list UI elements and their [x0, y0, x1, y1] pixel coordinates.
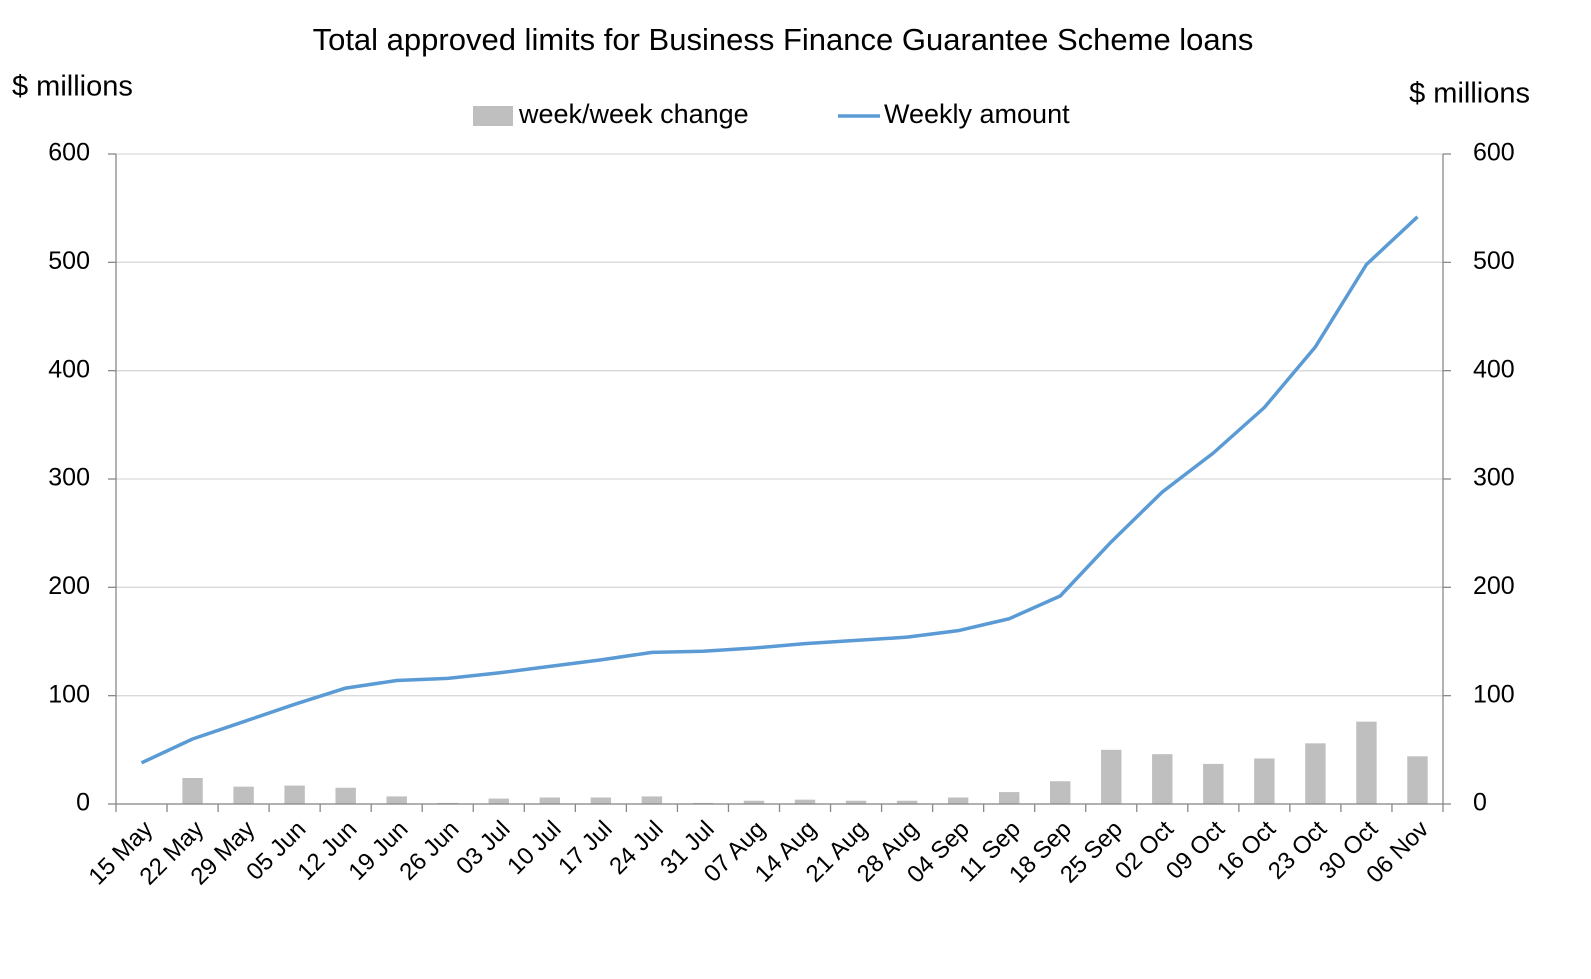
y2-tick-label: 200	[1473, 572, 1515, 600]
x-tick-label: 24 Jul	[604, 816, 668, 880]
y-tick-label: 0	[76, 789, 90, 817]
bar	[284, 785, 305, 804]
y-tick-label: 400	[48, 355, 90, 383]
bar	[335, 787, 356, 804]
bar	[896, 800, 918, 804]
y2-tick-label: 400	[1473, 355, 1515, 383]
bar	[641, 796, 663, 804]
legend-label: Weekly amount	[884, 99, 1070, 129]
y-tick-label: 600	[48, 139, 90, 167]
x-tick-label: 17 Jul	[553, 816, 617, 880]
y-tick-label: 500	[48, 247, 90, 275]
y2-tick-label: 0	[1473, 789, 1487, 817]
bar	[743, 800, 765, 804]
bar	[1152, 754, 1173, 804]
bar	[1050, 781, 1071, 804]
y2-tick-label: 500	[1473, 247, 1515, 275]
y-tick-label: 100	[48, 680, 90, 708]
line	[140, 215, 1419, 765]
bar	[794, 799, 816, 804]
x-tick-label: 10 Jul	[502, 816, 566, 880]
bar	[386, 796, 407, 804]
bar	[998, 792, 1020, 804]
bar	[233, 786, 254, 804]
y2-tick-label: 600	[1473, 139, 1515, 167]
bar	[1203, 763, 1224, 804]
bar	[1254, 758, 1275, 804]
y2-tick-label: 100	[1473, 680, 1515, 708]
bar	[488, 798, 509, 804]
bar	[845, 800, 867, 804]
bar	[182, 778, 203, 804]
x-tick-label: 03 Jul	[451, 816, 515, 880]
legend-label: week/week change	[518, 99, 749, 129]
bar	[590, 797, 612, 804]
bar	[539, 797, 561, 804]
chart-title: Total approved limits for Business Finan…	[313, 22, 1254, 57]
y-tick-label: 200	[48, 572, 90, 600]
x-tick-label: 26 Jun	[394, 816, 464, 886]
y2-axis-label: $ millions	[1409, 78, 1530, 110]
bar	[1407, 756, 1428, 804]
bar	[947, 797, 969, 804]
y-axis-label: $ millions	[12, 71, 133, 103]
bar	[1305, 743, 1326, 804]
bar	[1101, 749, 1122, 804]
bar	[1356, 721, 1377, 804]
y-tick-label: 300	[48, 464, 90, 492]
legend-swatch	[473, 106, 513, 126]
y2-tick-label: 300	[1473, 464, 1515, 492]
